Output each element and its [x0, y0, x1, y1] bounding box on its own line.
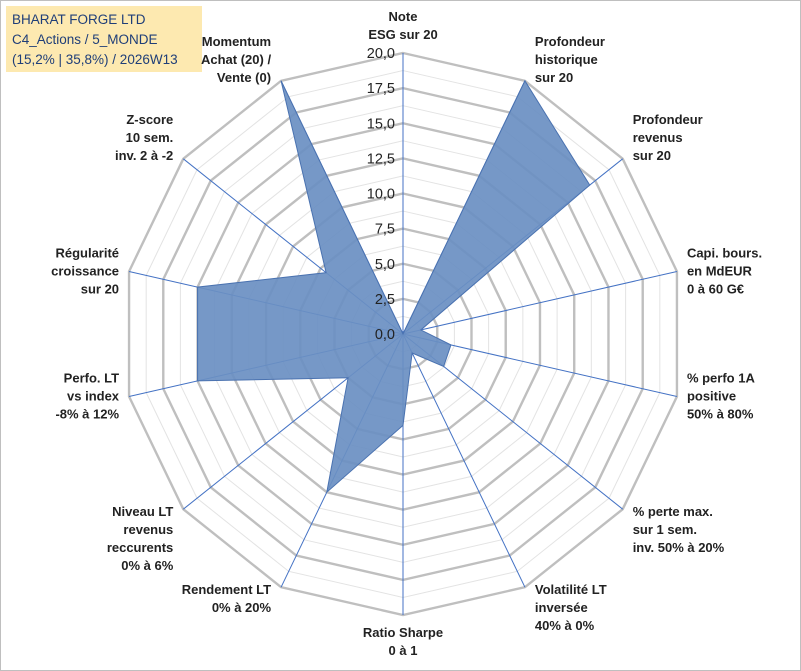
axis-label: Capi. bours. en MdEUR 0 à 60 G€ — [687, 245, 762, 296]
tick-label: 20,0 — [367, 46, 395, 62]
axis-label: Profondeur revenus sur 20 — [633, 112, 703, 163]
axis-label: Régularité croissance sur 20 — [51, 245, 119, 296]
axis-label: Volatilité LT inversée 40% à 0% — [535, 582, 607, 633]
radial-tick-labels: 0,0 2,5 5,0 7,5 10,0 12,5 15,0 17,5 20,0 — [367, 46, 395, 343]
axis-label: Note ESG sur 20 — [368, 9, 437, 42]
tick-label: 5,0 — [375, 257, 395, 273]
company-name: BHARAT FORGE LTD — [12, 12, 146, 27]
axis-spoke — [402, 270, 678, 335]
tick-label: 12,5 — [367, 151, 395, 167]
chart-title-box: BHARAT FORGE LTD C4_Actions / 5_MONDE (1… — [6, 6, 202, 72]
tick-label: 0,0 — [375, 327, 395, 343]
axis-label: Ratio Sharpe 0 à 1 — [363, 625, 443, 658]
category-line: C4_Actions / 5_MONDE — [12, 32, 158, 47]
axis-label: Perfo. LT vs index -8% à 12% — [55, 371, 119, 422]
axis-label: % perte max. sur 1 sem. inv. 50% à 20% — [633, 504, 725, 555]
tick-label: 10,0 — [367, 187, 395, 203]
axis-label: Profondeur historique sur 20 — [535, 34, 605, 85]
axis-label: % perfo 1A positive 50% à 80% — [687, 371, 756, 422]
tick-label: 15,0 — [367, 116, 395, 132]
axis-labels: Note ESG sur 20 Profondeur historique sur 20… — [51, 9, 762, 658]
tick-label: 2,5 — [375, 292, 395, 308]
axis-label: Rendement LT 0% à 20% — [182, 582, 272, 615]
axis-spoke — [402, 333, 526, 588]
axis-label: Niveau LT revenus reccurents 0% à 6% — [107, 504, 174, 573]
tick-label: 7,5 — [375, 222, 395, 238]
tick-label: 17,5 — [367, 81, 395, 97]
stats-line: (15,2% | 35,8%) / 2026W13 — [12, 52, 178, 67]
axis-label: Z-score 10 sem. inv. 2 à -2 — [115, 112, 173, 163]
axis-label: Momentum Achat (20) / Vente (0) — [201, 34, 271, 85]
